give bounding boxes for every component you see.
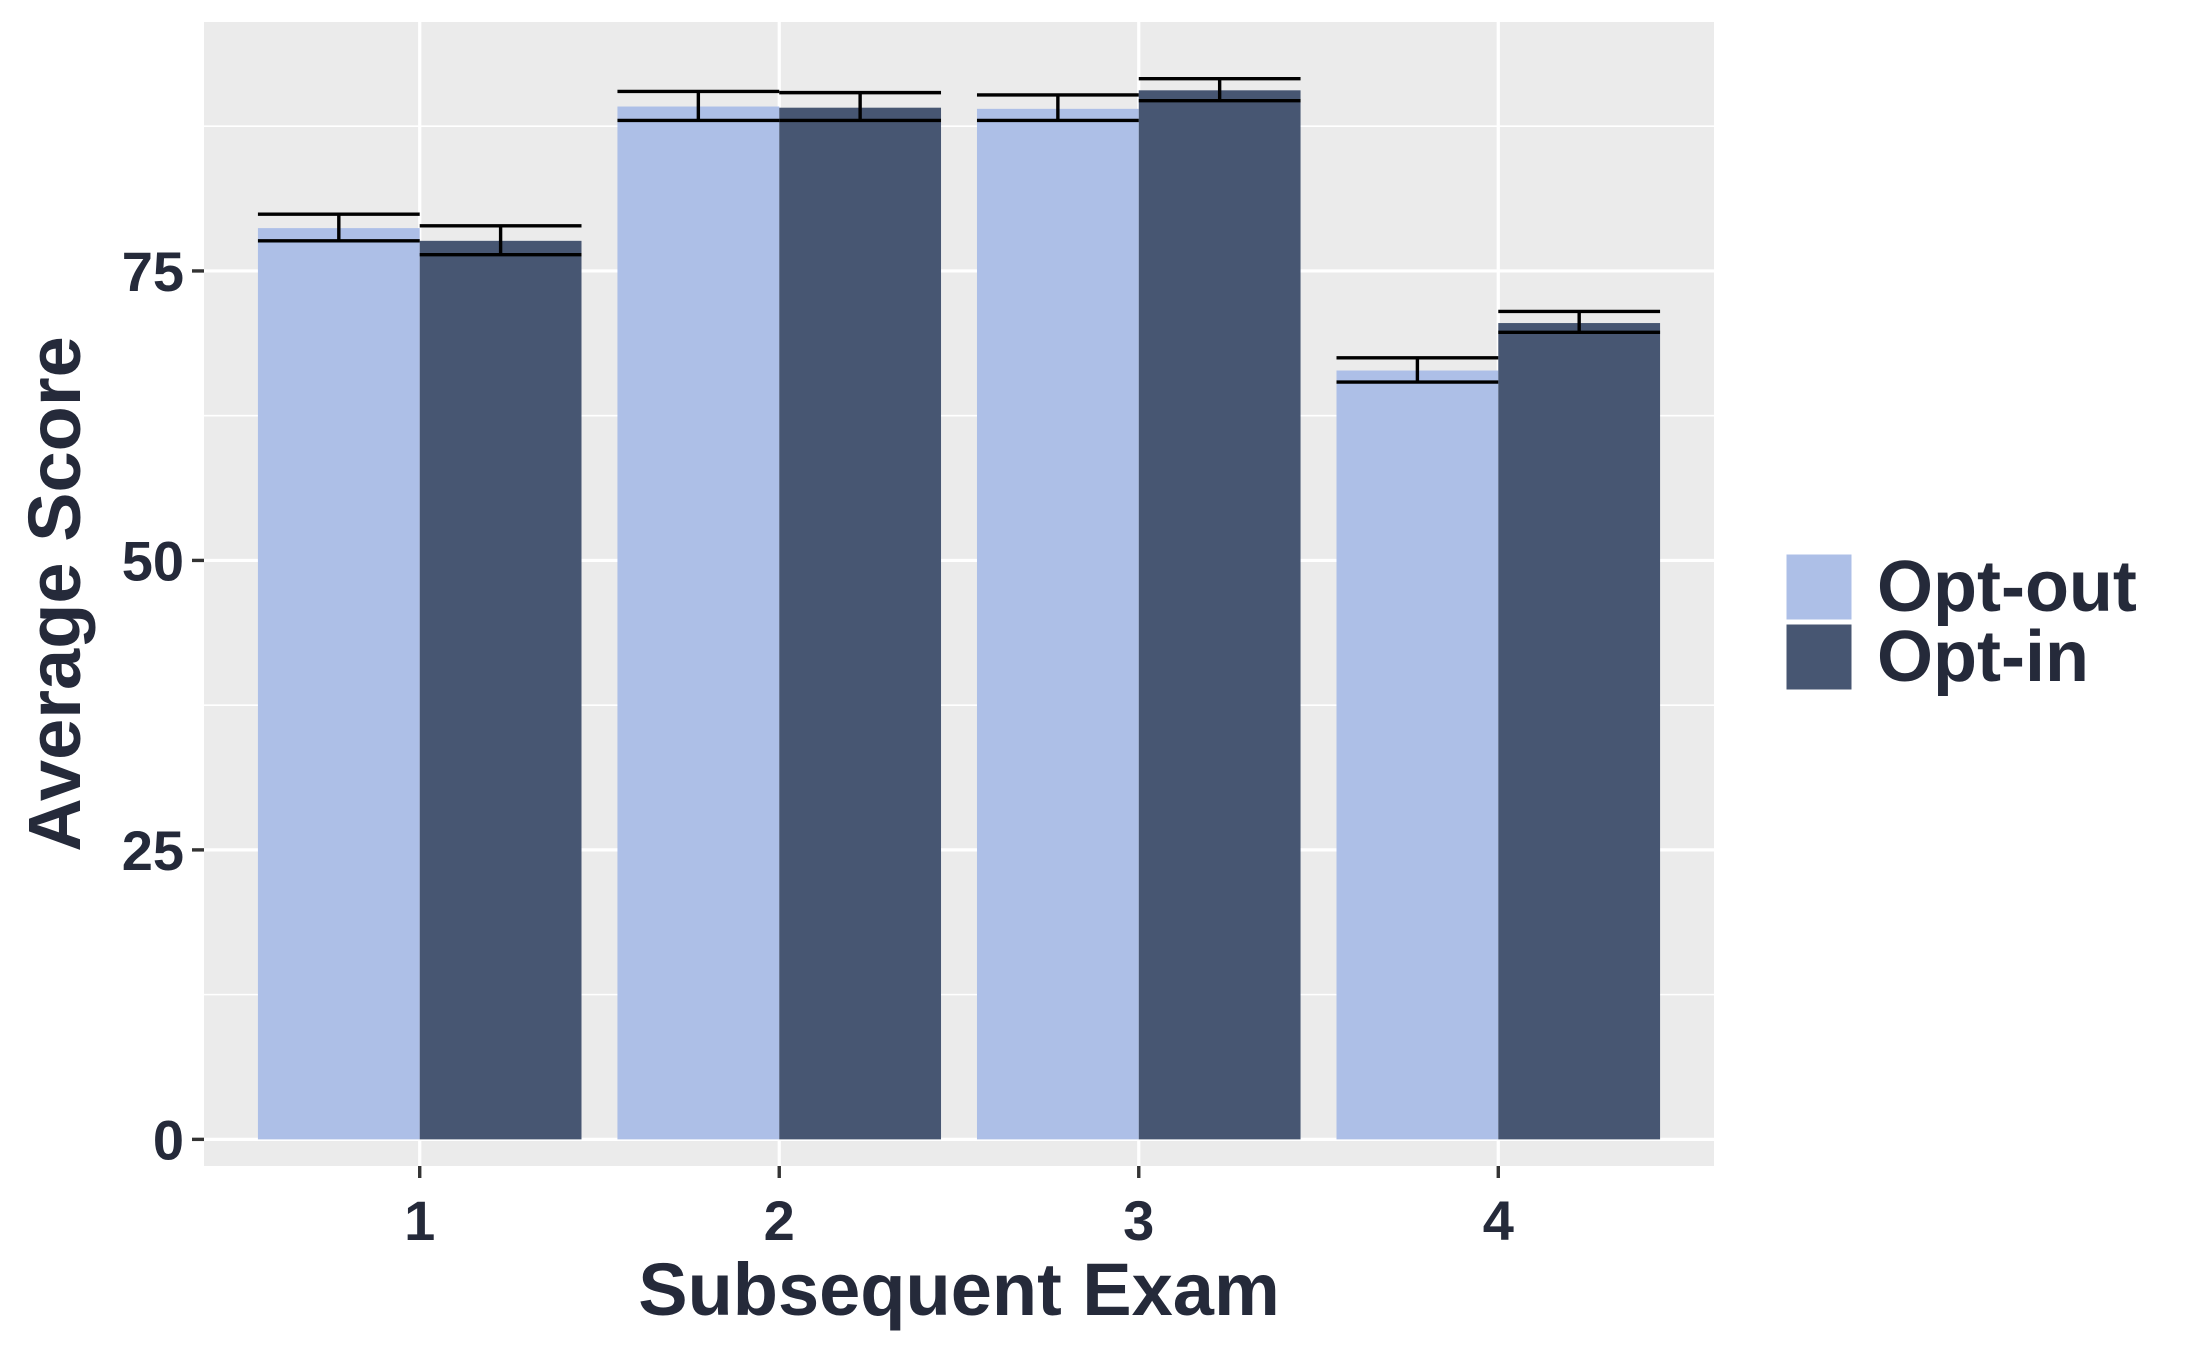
x-tick-label: 4 xyxy=(1483,1189,1514,1252)
y-axis-title: Average Score xyxy=(13,336,96,852)
bar-opt-in-3 xyxy=(1138,90,1301,1140)
x-tick-label: 2 xyxy=(764,1189,795,1252)
x-tick-label: 1 xyxy=(404,1189,435,1252)
error-bar-opt-in-3 xyxy=(1138,77,1301,103)
error-bar-opt-out-3 xyxy=(976,93,1139,123)
bar-opt-in-1 xyxy=(419,240,582,1140)
bar-opt-out-2 xyxy=(617,106,780,1140)
y-axis: 0 25 50 75 xyxy=(122,240,204,1171)
bar-opt-out-4 xyxy=(1336,370,1499,1140)
y-tick-label: 75 xyxy=(122,240,184,303)
bar-opt-out-1 xyxy=(257,228,420,1140)
error-bar-opt-in-4 xyxy=(1498,309,1661,335)
legend-item-opt-out: Opt-out xyxy=(1783,547,2137,627)
bar-opt-out-3 xyxy=(976,108,1139,1140)
error-bar-opt-out-2 xyxy=(617,89,780,123)
legend-item-opt-in: Opt-in xyxy=(1783,617,2089,697)
bar-opt-in-2 xyxy=(779,107,942,1140)
legend-label: Opt-out xyxy=(1877,547,2137,627)
bar-opt-in-4 xyxy=(1498,323,1661,1140)
x-axis: 1 2 3 4 xyxy=(404,1166,1514,1252)
y-tick-label: 50 xyxy=(122,529,184,592)
legend-key xyxy=(1783,621,1855,693)
x-axis-title: Subsequent Exam xyxy=(638,1248,1280,1331)
error-bar-opt-out-1 xyxy=(257,212,420,243)
error-bar-opt-out-4 xyxy=(1336,356,1499,384)
error-bar-opt-in-2 xyxy=(779,90,942,123)
error-bar-opt-in-1 xyxy=(419,224,582,257)
y-tick-label: 25 xyxy=(122,819,184,882)
bars xyxy=(257,90,1661,1140)
x-tick-label: 3 xyxy=(1123,1189,1154,1252)
legend-label: Opt-in xyxy=(1877,617,2089,697)
error-bars xyxy=(257,77,1661,384)
y-tick-label: 0 xyxy=(153,1108,184,1171)
legend-key xyxy=(1783,551,1855,623)
